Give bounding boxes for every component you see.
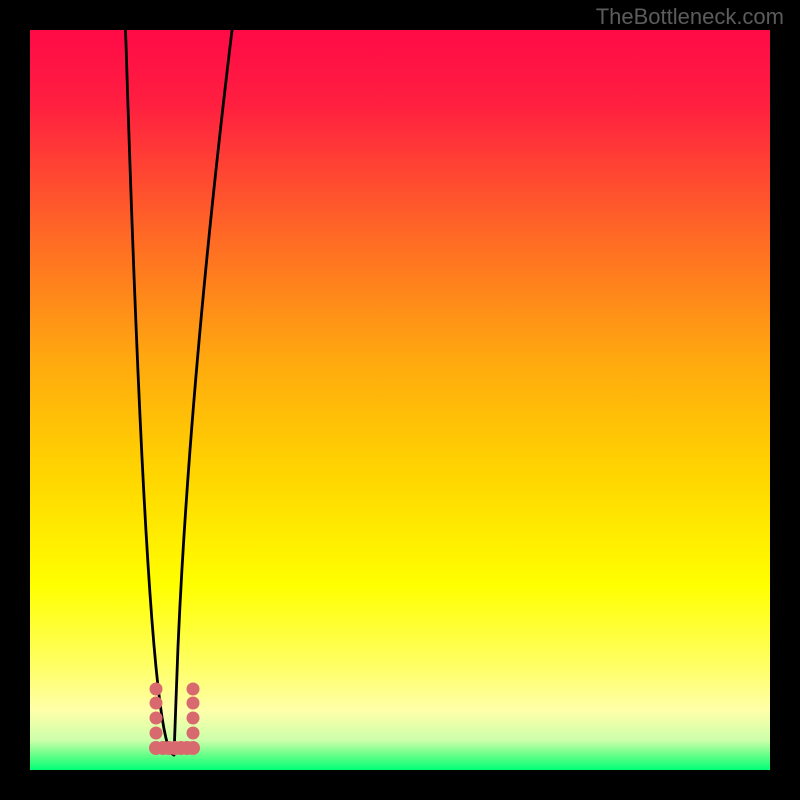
highlight-cap	[187, 712, 200, 725]
bottleneck-curve	[30, 30, 770, 770]
highlight-cap	[150, 712, 163, 725]
chart-frame: TheBottleneck.com	[0, 0, 800, 800]
highlight-cap	[150, 682, 163, 695]
highlight-cap	[187, 697, 200, 710]
watermark-text: TheBottleneck.com	[596, 4, 784, 30]
highlight-cap	[150, 697, 163, 710]
highlight-cap	[150, 727, 163, 740]
highlight-cap	[187, 682, 200, 695]
highlight-cap	[187, 727, 200, 740]
highlight-dot	[186, 741, 200, 755]
plot-area	[30, 30, 770, 770]
curve-path	[30, 30, 770, 755]
